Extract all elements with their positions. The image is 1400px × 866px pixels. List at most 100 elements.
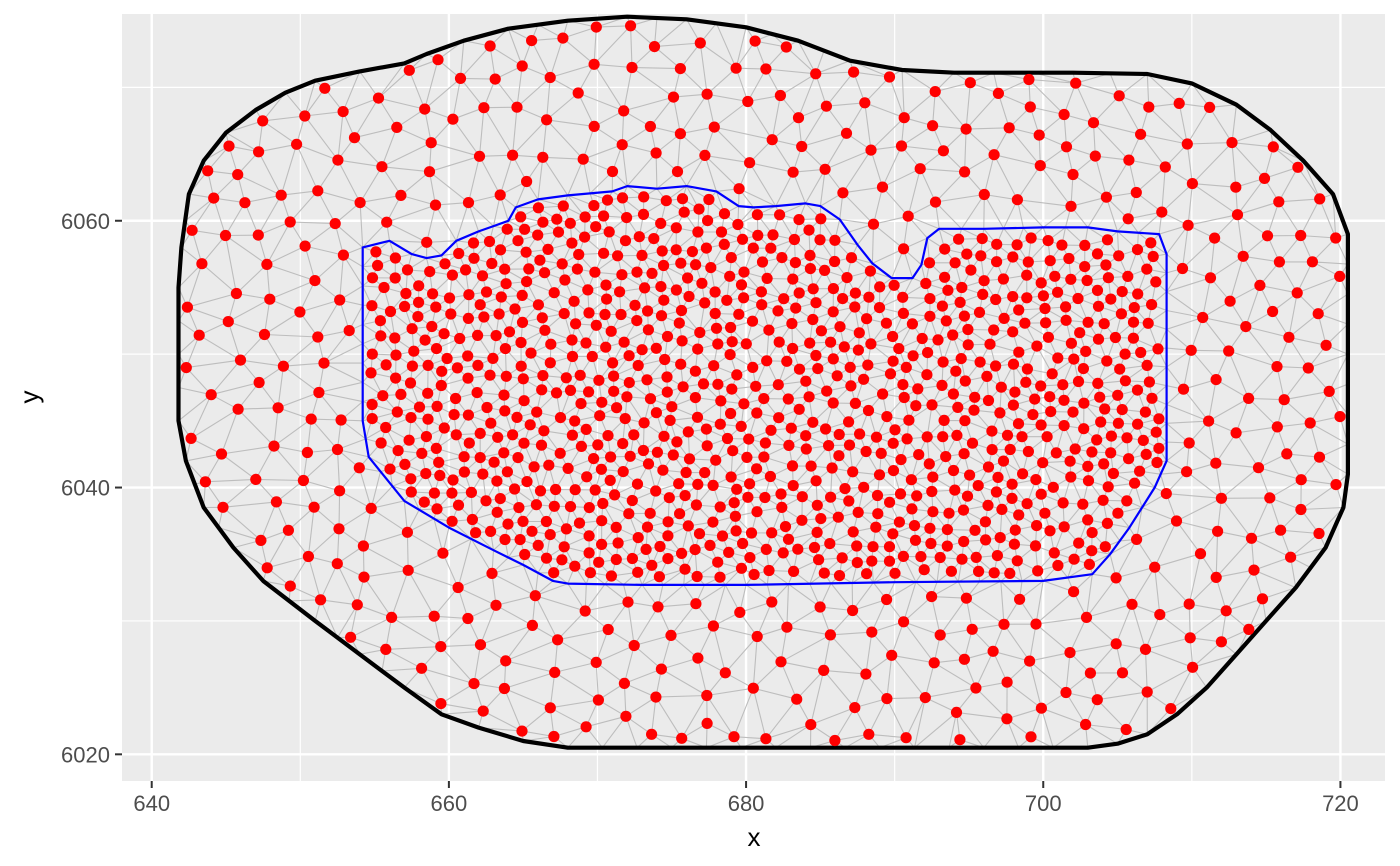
data-point [1052, 352, 1064, 364]
data-point [1141, 686, 1153, 698]
data-point [750, 380, 762, 392]
data-point [1183, 598, 1195, 610]
data-point [793, 214, 805, 226]
data-point [659, 353, 671, 366]
data-point [760, 543, 772, 556]
data-point [1058, 420, 1070, 432]
data-point [693, 528, 706, 540]
data-point [759, 491, 771, 504]
data-point [1077, 498, 1089, 510]
data-point [800, 375, 812, 387]
data-point [1101, 234, 1114, 246]
data-point [1073, 537, 1085, 549]
data-point [1156, 206, 1168, 218]
data-point [380, 643, 392, 656]
data-point [725, 471, 737, 483]
data-point [621, 391, 633, 403]
data-point [837, 293, 849, 305]
data-point [671, 166, 684, 178]
data-point [399, 458, 411, 470]
data-point [431, 503, 443, 515]
x-axis-title: x [748, 822, 761, 852]
data-point [622, 596, 634, 608]
data-point [790, 302, 802, 314]
data-point [821, 385, 833, 397]
data-point [959, 166, 971, 178]
data-point [766, 134, 778, 146]
data-point [927, 471, 939, 483]
data-point [1077, 363, 1089, 375]
data-point [376, 161, 388, 173]
data-point [1153, 442, 1165, 454]
data-point [272, 402, 284, 414]
data-point [872, 508, 884, 520]
data-point [486, 567, 498, 580]
data-point [1092, 300, 1105, 312]
data-point [1040, 317, 1052, 329]
data-point [1248, 564, 1260, 576]
data-point [486, 257, 498, 270]
data-point [644, 507, 656, 519]
data-point [386, 611, 398, 624]
data-point [1033, 129, 1045, 141]
data-point [1020, 376, 1032, 388]
data-point [859, 97, 871, 109]
data-point [1210, 374, 1222, 386]
data-point [852, 344, 865, 356]
data-point [766, 596, 778, 608]
data-point [566, 429, 579, 441]
data-point [895, 140, 908, 152]
data-point [683, 290, 695, 303]
data-point [833, 450, 845, 462]
data-point [494, 493, 506, 505]
data-point [745, 527, 758, 539]
data-point [474, 452, 486, 464]
data-point [845, 252, 858, 264]
data-point [810, 475, 822, 487]
data-point [936, 379, 948, 391]
data-point [1023, 73, 1035, 86]
data-point [833, 428, 845, 441]
data-point [858, 481, 870, 493]
data-point [430, 301, 442, 313]
data-point [284, 216, 296, 228]
data-point [404, 377, 417, 389]
data-point [646, 267, 658, 279]
data-point [741, 451, 753, 463]
data-point [803, 224, 815, 236]
data-point [619, 413, 631, 425]
data-point [726, 336, 738, 348]
data-point [751, 407, 763, 419]
data-point [900, 732, 912, 744]
data-point [489, 73, 501, 85]
data-point [557, 32, 569, 44]
data-point [600, 279, 612, 291]
data-point [534, 254, 546, 266]
data-point [751, 630, 763, 643]
data-point [956, 553, 968, 565]
data-point [628, 639, 640, 652]
data-point [657, 464, 669, 476]
data-point [670, 284, 683, 296]
data-point [530, 499, 543, 511]
data-point [1024, 101, 1036, 113]
data-point [399, 300, 411, 313]
data-point [682, 520, 694, 532]
data-point [557, 200, 569, 212]
data-point [901, 433, 913, 445]
data-point [539, 324, 551, 336]
data-point [832, 511, 844, 523]
data-point [559, 274, 571, 286]
data-point [617, 438, 629, 450]
data-point [723, 546, 735, 559]
data-point [1042, 235, 1054, 247]
data-point [1113, 90, 1125, 102]
data-point [374, 315, 386, 327]
data-point [972, 480, 984, 492]
data-point [366, 348, 378, 360]
data-point [605, 325, 617, 337]
data-point [534, 485, 547, 497]
data-point [1323, 385, 1335, 397]
data-point [1086, 545, 1098, 557]
data-point [1072, 375, 1085, 388]
